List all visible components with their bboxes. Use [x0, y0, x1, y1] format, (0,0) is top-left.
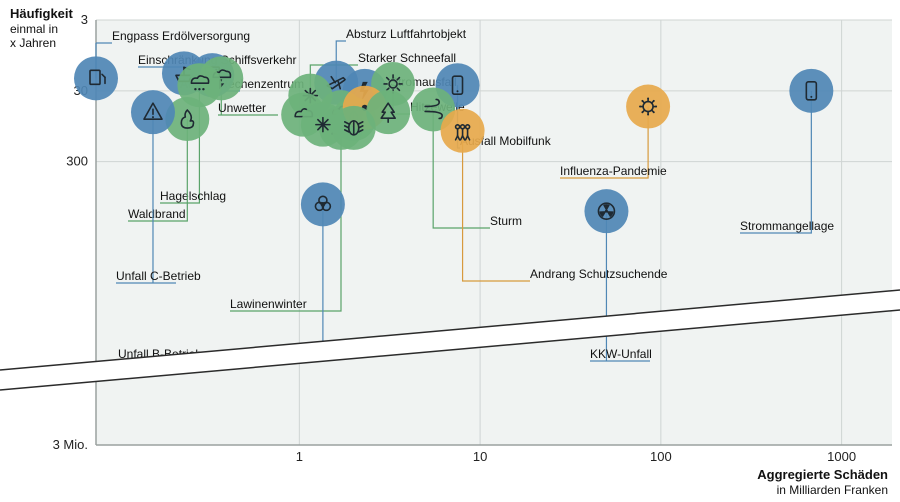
y-tick-label: 300	[66, 154, 88, 169]
bubble-label-hagelschlag: Hagelschlag	[160, 189, 226, 203]
bubble-engpass-erdoel	[74, 56, 118, 100]
y-axis-title: Häufigkeit	[10, 6, 74, 21]
bubble-strommangel	[789, 69, 833, 113]
bubble-kkw-unfall	[584, 189, 628, 233]
bubble-unfall-c	[131, 90, 175, 134]
x-tick-label: 1	[296, 449, 303, 464]
y-tick-label: 3 Mio.	[53, 437, 88, 452]
bubble-misc-g	[332, 106, 376, 150]
bubble-label-influenza: Influenza-Pandemie	[560, 164, 667, 178]
y-tick-label: 3	[81, 12, 88, 27]
bubble-unfall-b	[301, 182, 345, 226]
y-axis-subtitle: einmal in	[10, 22, 58, 36]
bubble-label-starker-schneefall: Starker Schneefall	[358, 51, 456, 65]
bubble-label-absturz-luft: Absturz Luftfahrtobjekt	[346, 27, 467, 41]
risk-scatter-chart: 11010010003303003 Mio.Häufigkeiteinmal i…	[0, 0, 900, 502]
bubble-label-engpass-erdoel: Engpass Erdölversorgung	[112, 29, 250, 43]
y-axis-subtitle: x Jahren	[10, 36, 56, 50]
bubble-influenza	[626, 85, 670, 129]
x-tick-label: 1000	[827, 449, 856, 464]
x-axis-subtitle: in Milliarden Franken	[777, 483, 888, 497]
bubble-label-strommangel: Strommangellage	[740, 219, 834, 233]
bubble-label-waldbrand: Waldbrand	[128, 207, 186, 221]
bubble-label-andrang-schutz: Andrang Schutzsuchende	[530, 267, 668, 281]
snow-icon	[316, 118, 330, 132]
bubble-label-sturm: Sturm	[490, 214, 522, 228]
x-tick-label: 10	[473, 449, 487, 464]
bubble-andrang-schutz	[441, 109, 485, 153]
x-tick-label: 100	[650, 449, 672, 464]
bubble-label-unfall-c: Unfall C-Betrieb	[116, 269, 201, 283]
bubble-label-unwetter: Unwetter	[218, 101, 266, 115]
x-axis-title: Aggregierte Schäden	[757, 467, 888, 482]
bubble-label-lawinenwinter: Lawinenwinter	[230, 297, 307, 311]
bubble-label-kkw-unfall: KKW-Unfall	[590, 347, 652, 361]
